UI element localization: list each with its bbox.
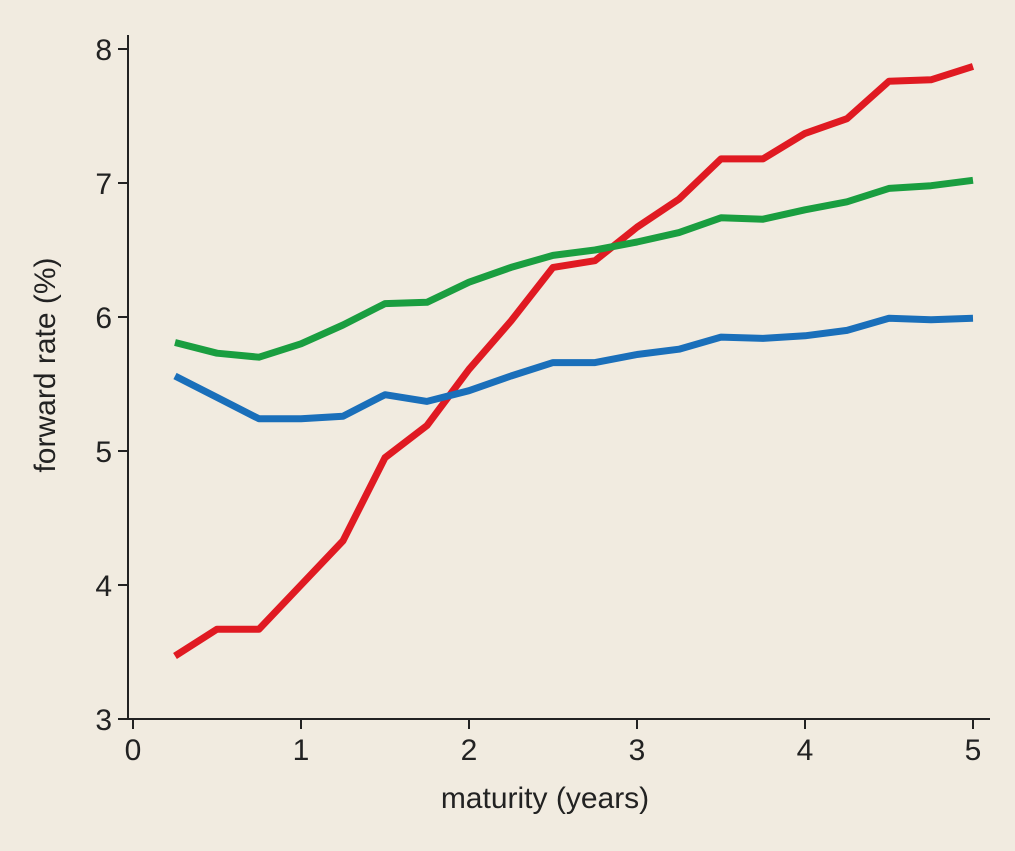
y-tick-label: 5	[95, 436, 112, 469]
y-axis-title: forward rate (%)	[29, 257, 62, 472]
y-tick-label: 7	[95, 168, 112, 201]
y-tick-label: 4	[95, 570, 112, 603]
series-line-2	[173, 314, 974, 423]
x-axis-title: maturity (years)	[441, 782, 649, 815]
axes-layer	[127, 35, 990, 720]
series-line-0	[173, 63, 975, 659]
y-tick-label: 6	[95, 302, 112, 335]
x-tick-label: 3	[629, 734, 646, 767]
series-layer	[173, 63, 975, 659]
ticks-layer: 0 1 2 3 4 5 3 4 5 6 7 8	[95, 34, 981, 767]
y-tick-label: 3	[95, 704, 112, 737]
x-tick-label: 5	[965, 734, 982, 767]
series-line-1	[174, 176, 974, 361]
x-tick-label: 4	[797, 734, 814, 767]
y-tick-label: 8	[95, 34, 112, 67]
x-tick-label: 0	[125, 734, 142, 767]
x-tick-label: 1	[293, 734, 310, 767]
x-tick-label: 2	[461, 734, 478, 767]
